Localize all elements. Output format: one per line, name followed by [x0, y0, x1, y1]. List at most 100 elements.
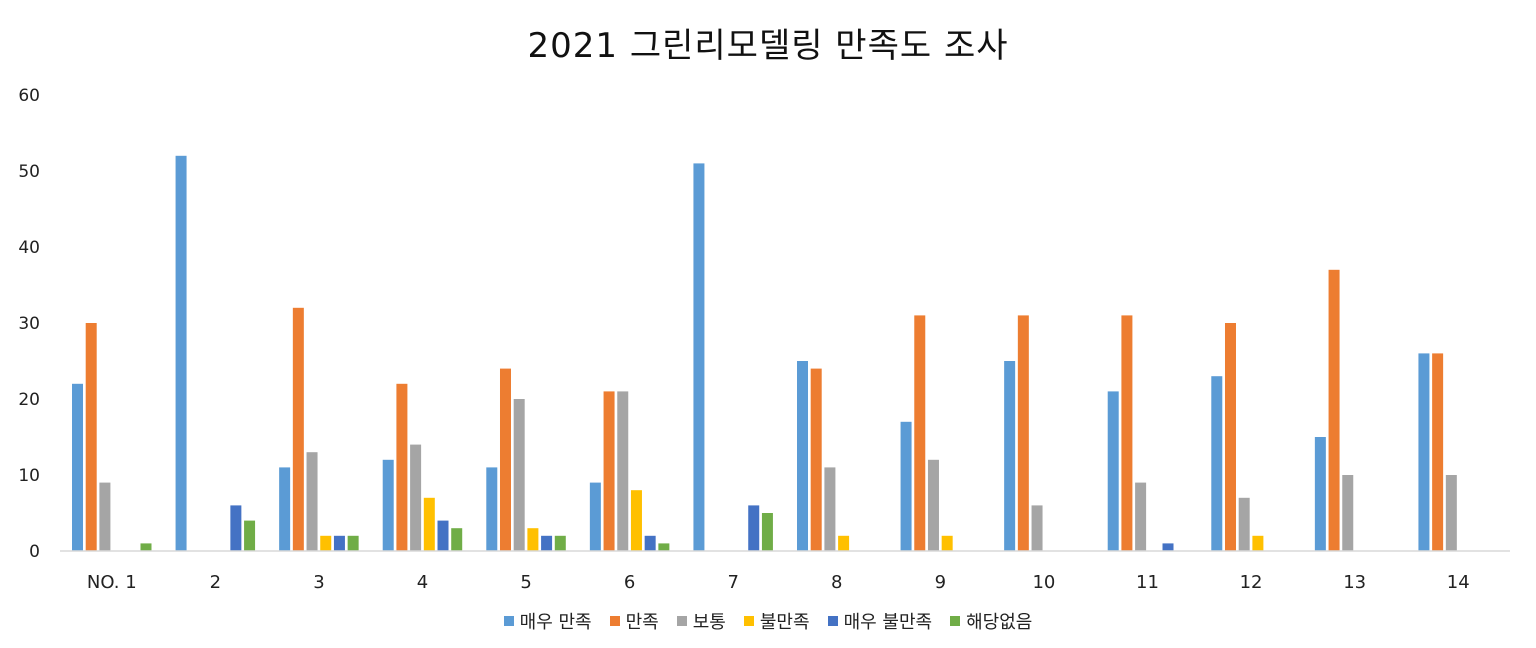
legend-item: 만족 — [609, 608, 659, 634]
bar — [347, 535, 359, 551]
bar — [1432, 353, 1444, 551]
bar — [838, 535, 850, 551]
bar — [1252, 535, 1264, 551]
bar — [513, 399, 525, 551]
bar — [423, 497, 435, 551]
bar — [693, 163, 705, 551]
legend-item: 해당없음 — [950, 608, 1032, 634]
bar — [1162, 543, 1174, 551]
legend-label: 보통 — [692, 612, 726, 633]
bar — [72, 383, 83, 551]
x-category-label: 2 — [210, 572, 221, 593]
bar — [824, 467, 836, 551]
bar — [1004, 361, 1016, 551]
x-category-label: NO. 1 — [87, 572, 137, 593]
x-category-label: 6 — [624, 572, 635, 593]
bar — [617, 391, 629, 551]
bar — [1224, 323, 1236, 551]
legend-label: 매우 만족 — [519, 612, 592, 633]
y-tick-label: 20 — [18, 390, 40, 410]
legend-item: 보통 — [676, 608, 726, 634]
bar — [410, 444, 422, 551]
bar — [927, 459, 939, 551]
bar — [1314, 437, 1326, 551]
bar — [1328, 269, 1340, 551]
bar — [279, 467, 291, 551]
bar — [175, 155, 187, 552]
bar-chart: 0 10 20 30 40 50 60 NO. 1 2 3 4 5 6 7 8 9 10 11 12 13 14 — [18, 86, 1510, 593]
y-axis-labels: 0 10 20 30 40 50 60 — [18, 86, 40, 562]
bar — [900, 421, 912, 551]
bar — [99, 482, 111, 551]
bar — [1418, 353, 1430, 551]
y-tick-label: 50 — [18, 162, 40, 182]
x-category-label: 10 — [1032, 572, 1055, 593]
legend-label: 해당없음 — [966, 612, 1033, 633]
bar — [1017, 315, 1029, 551]
bar — [333, 535, 345, 551]
bar — [797, 361, 808, 551]
bar — [292, 307, 304, 551]
x-category-label: 7 — [727, 572, 738, 593]
chart-title: 2021 그린리모델링 만족도 조사 — [527, 26, 1009, 66]
bar — [396, 383, 408, 551]
bar — [644, 535, 656, 551]
bar — [541, 535, 553, 551]
bar — [486, 467, 498, 551]
bar — [1445, 475, 1457, 551]
bar — [658, 543, 670, 551]
bar — [1211, 376, 1223, 551]
bar — [603, 391, 615, 551]
x-category-label: 11 — [1136, 572, 1159, 593]
bar — [320, 535, 332, 551]
bar — [810, 368, 822, 551]
y-tick-label: 60 — [18, 86, 40, 106]
bar — [451, 528, 463, 551]
x-category-label: 13 — [1343, 572, 1366, 593]
bar — [499, 368, 511, 551]
bar — [1135, 482, 1147, 551]
bar — [554, 535, 566, 551]
legend-swatch — [609, 616, 620, 626]
bar — [437, 520, 449, 551]
legend-swatch — [950, 616, 961, 626]
legend-item: 매우 만족 — [503, 608, 592, 634]
x-category-label: 4 — [417, 572, 428, 593]
legend-item: 매우 불만족 — [827, 608, 933, 634]
bar — [748, 505, 760, 551]
bars — [72, 155, 1457, 552]
bar — [1031, 505, 1043, 551]
legend-swatch — [827, 616, 838, 626]
bar — [941, 535, 953, 551]
y-tick-label: 40 — [18, 238, 40, 258]
legend-label: 불만족 — [759, 612, 810, 633]
bar — [140, 543, 152, 551]
bar — [527, 528, 539, 551]
bar — [589, 482, 601, 551]
x-category-label: 9 — [935, 572, 946, 593]
bar — [630, 490, 642, 551]
bar — [1107, 391, 1119, 551]
y-tick-label: 30 — [18, 314, 40, 334]
x-category-label: 3 — [313, 572, 324, 593]
legend-swatch — [503, 616, 514, 626]
bar — [914, 315, 926, 551]
legend: 매우 만족 만족 보통 불만족 매우 불만족 해당없음 — [0, 608, 1536, 634]
legend-swatch — [743, 616, 754, 626]
x-category-label: 5 — [520, 572, 531, 593]
x-category-label: 14 — [1447, 572, 1470, 593]
bar — [1238, 497, 1250, 551]
legend-item: 불만족 — [743, 608, 810, 634]
legend-label: 매우 불만족 — [843, 612, 933, 633]
bar — [1342, 475, 1354, 551]
x-category-label: 12 — [1240, 572, 1263, 593]
bar — [1121, 315, 1133, 551]
y-tick-label: 0 — [29, 542, 40, 562]
bar — [761, 513, 773, 551]
x-category-label: 8 — [831, 572, 842, 593]
legend-swatch — [676, 616, 687, 626]
bar — [306, 452, 318, 551]
x-axis-labels: NO. 1 2 3 4 5 6 7 8 9 10 11 12 13 14 — [87, 572, 1470, 593]
bar — [382, 459, 394, 551]
y-tick-label: 10 — [18, 466, 40, 486]
